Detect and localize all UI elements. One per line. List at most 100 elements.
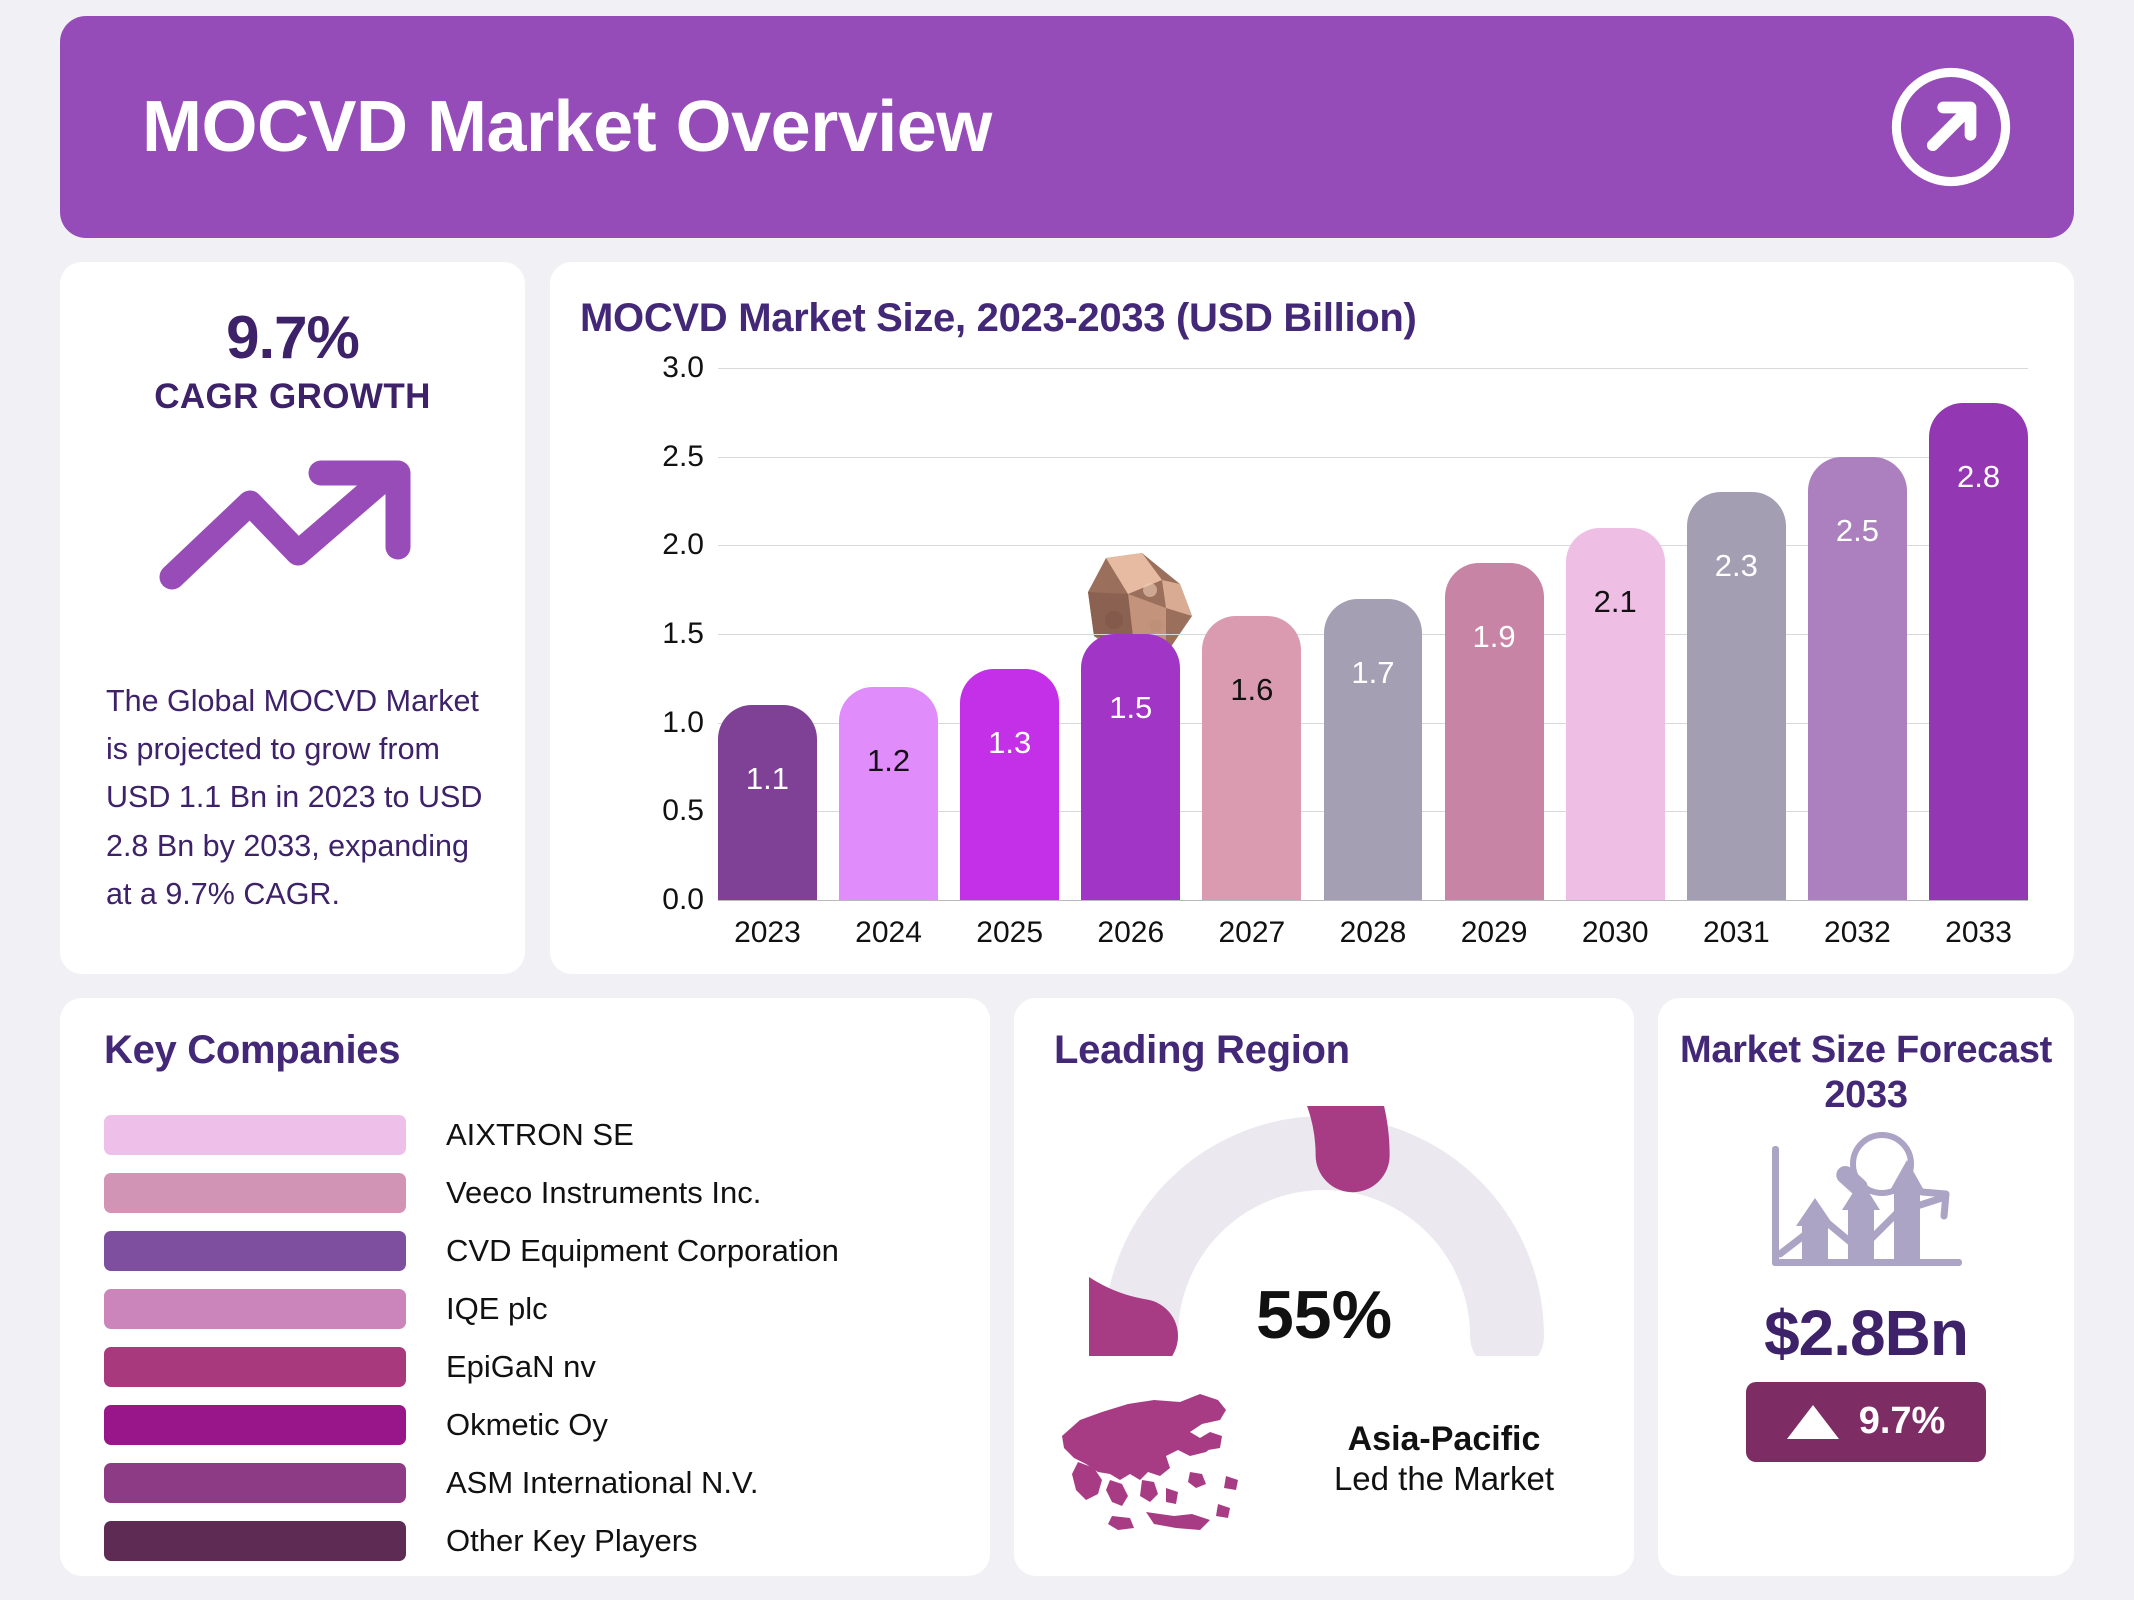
chart-bar-slot: 1.6 <box>1202 368 1302 900</box>
company-list-item: EpiGaN nv <box>104 1338 960 1396</box>
page-header: MOCVD Market Overview <box>60 16 2074 238</box>
cagr-kpi-card: 9.7% CAGR GROWTH The Global MOCVD Market… <box>60 262 525 974</box>
region-subtitle: Led the Market <box>1333 1459 1555 1497</box>
region-name: Asia-Pacific <box>1347 1420 1541 1459</box>
company-list-item: Okmetic Oy <box>104 1396 960 1454</box>
forecast-value: $2.8Bn <box>1764 1296 1969 1369</box>
chart-bar-value-label: 1.1 <box>745 760 789 796</box>
region-share-gauge: 55% <box>949 935 1559 1373</box>
cagr-label: CAGR GROWTH <box>154 377 431 416</box>
triangle-up-icon <box>1786 1404 1839 1439</box>
company-name: ASM International N.V. <box>446 1465 759 1500</box>
chart-x-axis: 2023 2024 2025 2026 2027 2028 2029 2030 2031 2032… <box>718 900 2028 974</box>
company-list-item: ASM International N.V. <box>104 1454 960 1512</box>
chart-bar-slot: 1.2 <box>839 368 938 900</box>
region-footer: Asia-Pacific Led the Market <box>1050 1376 1606 1542</box>
company-color-swatch <box>104 1289 406 1329</box>
chart-bar[interactable]: 1.3 <box>960 669 1060 900</box>
chart-x-tick: 2025 <box>976 916 1044 949</box>
company-color-swatch <box>104 1405 406 1445</box>
company-name: EpiGaN nv <box>446 1349 596 1384</box>
company-name: Veeco Instruments Inc. <box>446 1175 762 1210</box>
chart-x-tick: 2030 <box>1581 916 1649 949</box>
chart-bar[interactable]: 2.8 <box>1929 403 2028 900</box>
chart-bar-slot: 1.9 <box>1444 368 1544 900</box>
chart-x-tick: 2027 <box>1218 916 1286 949</box>
chart-bar-value-label: 2.5 <box>1835 512 1879 548</box>
chart-bar-value-label: 2.8 <box>1956 459 2001 495</box>
asia-pacific-map-icon <box>1062 1394 1238 1530</box>
chart-bar-slot: 2.3 <box>1686 368 1786 900</box>
chart-gridline <box>718 545 2028 547</box>
chart-bar[interactable]: 2.5 <box>1807 456 1907 900</box>
chart-bar[interactable]: 2.1 <box>1565 527 1665 900</box>
cagr-trend-wrap <box>106 459 479 594</box>
company-name: CVD Equipment Corporation <box>446 1233 839 1268</box>
mineral-rock-image <box>1088 553 1192 658</box>
chart-bar[interactable]: 2.3 <box>1686 492 1786 900</box>
chart-bar-slot: 1.5 <box>1081 368 1181 900</box>
trending-up-arrow-icon <box>159 460 410 590</box>
chart-bar[interactable]: 1.9 <box>1444 563 1544 900</box>
chart-y-tick: 3.0 <box>662 351 704 384</box>
market-size-chart-card: MOCVD Market Size, 2023-2033 (USD Billio… <box>550 262 2074 974</box>
chart-bar-slot: 1.3 <box>960 368 1060 900</box>
chart-bar-value-label: 1.3 <box>988 725 1032 761</box>
chart-plot-area: 0.0 0.5 1.0 1.5 2.0 2.5 3.0 1.1 1.2 1.3 1.5 1.6 1.7… <box>550 351 2074 974</box>
company-list-item: Veeco Instruments Inc. <box>104 1164 960 1222</box>
chart-x-tick: 2033 <box>1945 916 2012 949</box>
chart-bar-value-label: 1.2 <box>866 743 911 779</box>
chart-title: MOCVD Market Size, 2023-2033 (USD Billio… <box>580 296 1417 340</box>
chart-bar[interactable]: 1.6 <box>1202 616 1302 900</box>
key-companies-card: Key Companies AIXTRON SE Veeco Instrument… <box>60 998 990 1576</box>
company-list-item: CVD Equipment Corporation <box>104 1222 960 1280</box>
chart-y-tick: 0.5 <box>662 794 704 828</box>
company-list-item: Other Key Players <box>104 1512 960 1570</box>
chart-y-tick: 0.0 <box>662 883 704 916</box>
cagr-value: 9.7% <box>226 304 360 371</box>
leading-region-title: Leading Region <box>1054 1028 1350 1072</box>
region-text-wrap: Asia-Pacific Led the Market <box>1282 1419 1606 1498</box>
company-name: AIXTRON SE <box>446 1117 634 1152</box>
company-color-swatch <box>104 1231 406 1271</box>
company-name: Okmetic Oy <box>446 1407 608 1442</box>
chart-bar[interactable]: 1.1 <box>718 704 817 900</box>
chart-x-tick: 2024 <box>855 916 922 949</box>
company-name: Other Key Players <box>446 1523 698 1558</box>
chart-bar-value-label: 1.7 <box>1351 654 1395 690</box>
company-color-swatch <box>104 1463 406 1503</box>
chart-x-tick: 2026 <box>1097 916 1165 949</box>
chart-gridline <box>718 368 2028 369</box>
chart-bars: 1.1 1.2 1.3 1.5 1.6 1.7 1.9 2.1 2.3 2.5 2.8 <box>718 368 2028 900</box>
key-companies-title: Key Companies <box>104 1028 401 1072</box>
chart-y-tick: 2.5 <box>662 439 704 473</box>
chart-bar-slot: 1.7 <box>1323 368 1423 900</box>
chart-bar-value-label: 1.6 <box>1230 672 1274 708</box>
chart-x-tick: 2029 <box>1460 916 1528 949</box>
chart-y-tick: 2.0 <box>662 528 704 562</box>
chart-bar[interactable]: 1.7 <box>1323 598 1423 900</box>
company-color-swatch <box>104 1521 406 1561</box>
chart-x-tick: 2032 <box>1824 916 1891 949</box>
chart-bar-slot: 2.8 <box>1929 368 2028 900</box>
chart-bar-slot: 2.5 <box>1807 368 1907 900</box>
company-name: IQE plc <box>446 1291 548 1326</box>
chart-x-tick: 2023 <box>734 916 801 949</box>
gauge-value-label: 55% <box>1255 1277 1393 1353</box>
market-description: The Global MOCVD Market is projected to … <box>106 684 483 911</box>
chart-bar-value-label: 2.3 <box>1714 548 1758 584</box>
page-title: MOCVD Market Overview <box>142 87 992 167</box>
chart-bar-value-label: 1.9 <box>1472 619 1516 655</box>
company-color-swatch <box>104 1347 406 1387</box>
chart-bar-value-label: 2.1 <box>1593 583 1637 619</box>
forecast-growth-badge: 9.7% <box>1746 1381 1986 1462</box>
chart-bar[interactable]: 1.2 <box>839 687 938 900</box>
key-companies-list: AIXTRON SE Veeco Instruments Inc. CVD Equi… <box>104 1106 960 1570</box>
chart-bar[interactable]: 1.5 <box>1081 634 1181 900</box>
chart-bar-slot: 1.1 <box>718 368 817 900</box>
chart-y-tick: 1.5 <box>662 617 704 650</box>
arrow-up-right-circle-icon <box>1891 67 2011 187</box>
company-list-item: IQE plc <box>104 1280 960 1338</box>
chart-x-tick: 2031 <box>1702 916 1770 949</box>
